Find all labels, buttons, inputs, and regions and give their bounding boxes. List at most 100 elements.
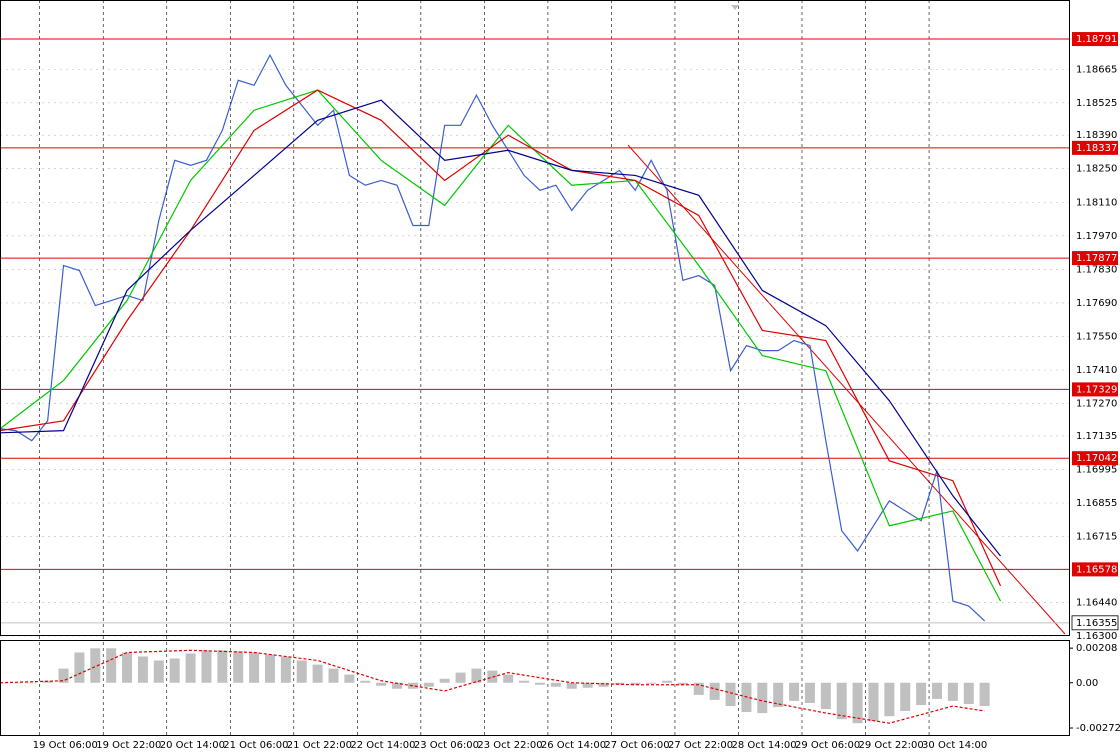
histogram-bar <box>10 682 21 684</box>
histogram-bar <box>137 656 148 683</box>
y-tick-label: 1.18110 <box>1076 197 1117 208</box>
x-tick-label: 22 Oct 14:00 <box>350 740 415 751</box>
histogram-bar <box>201 650 212 683</box>
panel-frame <box>0 0 1070 636</box>
y-tick-label: 1.16715 <box>1076 532 1117 543</box>
level-label: 1.16578 <box>1076 564 1117 575</box>
histogram-bar <box>392 682 403 689</box>
level-label: 1.18337 <box>1076 143 1117 154</box>
x-tick-label: 23 Oct 06:00 <box>414 740 479 751</box>
y-tick-label: 1.17270 <box>1076 399 1117 410</box>
histogram-bar <box>90 648 101 683</box>
y-tick-label: 1.16855 <box>1076 498 1117 509</box>
series-line <box>0 89 1002 587</box>
level-label: 1.17877 <box>1076 253 1117 264</box>
x-tick-label: 20 Oct 14:00 <box>160 740 225 751</box>
y-tick-label: -0.00272 <box>1076 723 1120 734</box>
x-tick-label: 27 Oct 22:00 <box>668 740 733 751</box>
y-tick-label: 1.18525 <box>1076 98 1117 109</box>
histogram-bar <box>503 674 514 683</box>
x-tick-label: 19 Oct 22:00 <box>96 740 161 751</box>
x-tick-label: 19 Oct 06:00 <box>33 740 98 751</box>
histogram-bar <box>360 680 371 683</box>
series-line <box>0 89 1002 602</box>
histogram-bar <box>455 672 466 683</box>
histogram-bar <box>106 648 117 683</box>
y-tick-label: 1.16440 <box>1076 597 1117 608</box>
series-line <box>0 53 986 622</box>
histogram-bar <box>884 682 895 717</box>
x-tick-label: 27 Oct 06:00 <box>604 740 669 751</box>
histogram-bar <box>725 682 736 707</box>
histogram-bar <box>550 682 561 687</box>
histogram-bar <box>439 678 450 683</box>
y-tick-label: 0.00208 <box>1076 643 1117 654</box>
histogram-bar <box>344 674 355 683</box>
level-label-box <box>1072 32 1118 47</box>
histogram-bar <box>566 682 577 689</box>
histogram-bar <box>804 682 815 704</box>
level-label-box <box>1072 382 1118 397</box>
histogram-bar <box>916 682 927 706</box>
histogram-bar <box>185 653 196 683</box>
last-price-label: 1.16355 <box>1076 618 1117 629</box>
level-label-box <box>1072 562 1118 577</box>
y-tick-label: 1.16995 <box>1076 464 1117 475</box>
x-tick-label: 23 Oct 22:00 <box>477 740 542 751</box>
x-tick-label: 28 Oct 14:00 <box>731 740 796 751</box>
y-tick-label: 1.18665 <box>1076 64 1117 75</box>
histogram-bar <box>312 664 323 683</box>
histogram-bar <box>693 682 704 695</box>
histogram-bar <box>582 682 593 688</box>
y-tick-label: 1.17410 <box>1076 365 1117 376</box>
histogram-bar <box>757 682 768 714</box>
x-tick-label: 21 Oct 06:00 <box>223 740 288 751</box>
y-tick-label: 1.17970 <box>1076 231 1117 242</box>
x-tick-label: 29 Oct 06:00 <box>795 740 860 751</box>
y-tick-label: 1.17550 <box>1076 331 1117 342</box>
histogram-bar <box>487 670 498 683</box>
x-tick-label: 21 Oct 22:00 <box>287 740 352 751</box>
x-tick-label: 30 Oct 14:00 <box>922 740 987 751</box>
series-line <box>0 649 985 724</box>
level-label: 1.18791 <box>1076 34 1117 45</box>
histogram-bar <box>423 682 434 687</box>
histogram-bar <box>471 668 482 683</box>
histogram-bar <box>852 682 863 724</box>
histogram-bar <box>979 682 990 707</box>
y-tick-label: 1.17135 <box>1076 431 1117 442</box>
series-line <box>0 99 1001 557</box>
histogram-bar <box>264 654 275 683</box>
y-tick-label: 1.18390 <box>1076 130 1117 141</box>
histogram-bar <box>280 656 291 683</box>
y-tick-label: 1.17690 <box>1076 298 1117 309</box>
level-label-box <box>1072 251 1118 266</box>
level-label-box <box>1072 451 1118 466</box>
histogram-bar <box>26 682 37 684</box>
histogram-bar <box>328 668 339 683</box>
histogram-bar <box>836 682 847 720</box>
level-label: 1.17042 <box>1076 453 1117 464</box>
histogram-bar <box>614 682 625 685</box>
histogram-bar <box>534 682 545 685</box>
histogram-bar <box>58 668 69 683</box>
histogram-bar <box>789 682 800 701</box>
shift-marker <box>731 5 739 10</box>
panel-frame <box>0 640 1070 736</box>
histogram-bar <box>646 682 657 684</box>
histogram-bar <box>407 682 418 689</box>
histogram-bar <box>233 651 244 683</box>
histogram-bar <box>153 660 164 683</box>
histogram-bar <box>963 682 974 705</box>
histogram-bar <box>376 682 387 686</box>
histogram-bar <box>122 652 133 683</box>
histogram-bar <box>519 680 530 683</box>
histogram-bar <box>630 682 641 685</box>
histogram-bar <box>296 660 307 683</box>
histogram-bar <box>820 682 831 710</box>
histogram-bar <box>677 682 688 685</box>
histogram-bar <box>773 682 784 708</box>
histogram-bar <box>947 682 958 701</box>
